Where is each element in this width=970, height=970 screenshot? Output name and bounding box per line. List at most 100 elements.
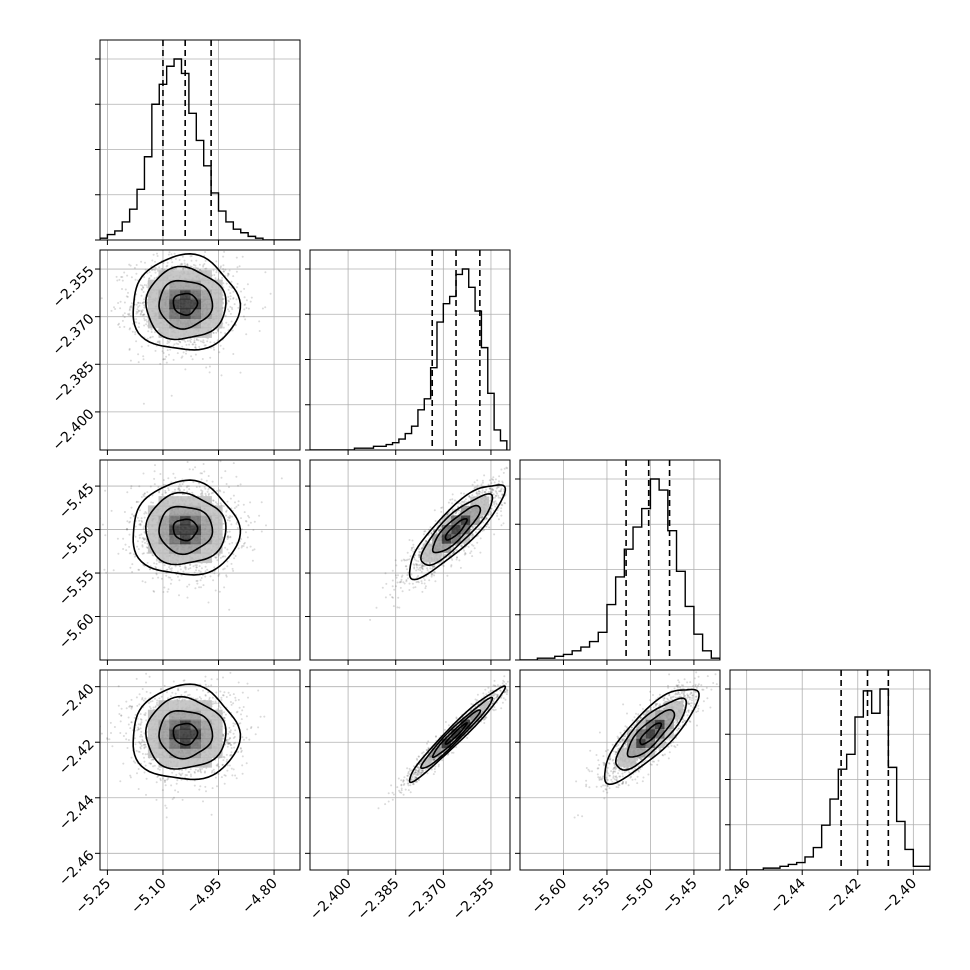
sample-point — [195, 580, 198, 582]
sample-point — [478, 527, 481, 530]
density-cell — [190, 327, 202, 338]
sample-point — [198, 565, 201, 568]
sample-point — [447, 513, 449, 516]
sample-point — [142, 527, 145, 530]
sample-point — [146, 561, 149, 564]
sample-point — [155, 559, 158, 562]
sample-point — [136, 540, 139, 543]
sample-point — [492, 489, 495, 492]
sample-point — [137, 301, 140, 304]
sample-point — [128, 348, 131, 351]
sample-point — [143, 531, 146, 534]
sample-point — [241, 709, 244, 712]
sample-point — [162, 479, 165, 482]
sample-point — [136, 308, 139, 311]
sample-point — [150, 758, 153, 761]
sample-point — [115, 275, 118, 278]
sample-point — [159, 362, 162, 365]
sample-point — [394, 559, 397, 562]
sample-point — [399, 586, 402, 589]
sample-point — [189, 265, 192, 268]
sample-point — [142, 552, 145, 555]
sample-point — [408, 558, 411, 561]
sample-point — [494, 505, 497, 508]
sample-point — [495, 487, 498, 490]
sample-point — [423, 582, 426, 585]
sample-point — [195, 259, 198, 262]
sample-point — [169, 348, 172, 351]
sample-point — [194, 587, 197, 590]
sample-point — [150, 331, 153, 333]
sample-point — [451, 509, 454, 512]
sample-point — [222, 326, 225, 329]
sample-point — [177, 485, 180, 488]
sample-point — [120, 276, 123, 278]
sample-point — [179, 773, 182, 776]
sample-point — [223, 270, 225, 273]
sample-point — [416, 566, 418, 569]
sample-point — [480, 526, 482, 529]
sample-point — [227, 288, 230, 291]
sample-point — [230, 306, 233, 309]
sample-point — [119, 307, 122, 310]
contour-line-1 — [431, 504, 482, 554]
sample-point — [116, 279, 119, 282]
sample-point — [265, 524, 267, 527]
sample-point — [247, 524, 250, 527]
sample-point — [464, 552, 467, 554]
sample-point — [222, 255, 225, 258]
density-cell — [211, 524, 223, 535]
sample-point — [430, 532, 433, 535]
sample-point — [127, 291, 129, 294]
sample-point — [432, 565, 435, 568]
sample-point — [128, 545, 131, 548]
sample-point — [235, 298, 238, 301]
sample-point — [125, 707, 128, 710]
sample-point — [181, 483, 184, 486]
sample-point — [161, 493, 164, 496]
sample-point — [513, 474, 515, 476]
sample-point — [240, 517, 242, 520]
density-cell — [169, 543, 180, 554]
sample-point — [474, 525, 476, 527]
sample-point — [156, 341, 159, 344]
sample-point — [449, 498, 452, 501]
contour-line-3 — [132, 479, 242, 576]
sample-point — [186, 490, 189, 493]
sample-point — [501, 480, 504, 483]
density-cell — [179, 505, 191, 517]
sample-point — [141, 688, 144, 690]
sample-point — [135, 310, 138, 313]
sample-point — [230, 286, 233, 289]
sample-point — [222, 264, 225, 267]
density-cell — [190, 308, 202, 319]
density-cell — [158, 552, 170, 564]
sample-point — [175, 267, 178, 270]
sample-point — [411, 539, 414, 542]
sample-point — [487, 483, 490, 486]
sample-point — [480, 483, 483, 486]
density-cell — [211, 543, 223, 554]
sample-point — [181, 798, 184, 801]
sample-point — [181, 263, 183, 266]
sample-point — [201, 341, 204, 343]
sample-point — [204, 683, 207, 686]
sample-point — [131, 706, 134, 708]
sample-point — [498, 475, 501, 478]
sample-point — [152, 501, 154, 504]
sample-point — [249, 521, 252, 524]
sample-point — [188, 468, 191, 471]
sample-point — [428, 541, 431, 544]
sample-point — [231, 567, 234, 570]
sample-point — [142, 286, 145, 289]
sample-point — [144, 261, 146, 264]
sample-point — [214, 556, 217, 559]
sample-point — [149, 336, 152, 339]
sample-point — [490, 487, 493, 490]
density-cell — [169, 496, 180, 507]
sample-point — [134, 535, 137, 538]
sample-point — [201, 494, 204, 497]
sample-point — [479, 537, 482, 540]
sample-point — [232, 353, 235, 355]
sample-point — [213, 566, 216, 569]
